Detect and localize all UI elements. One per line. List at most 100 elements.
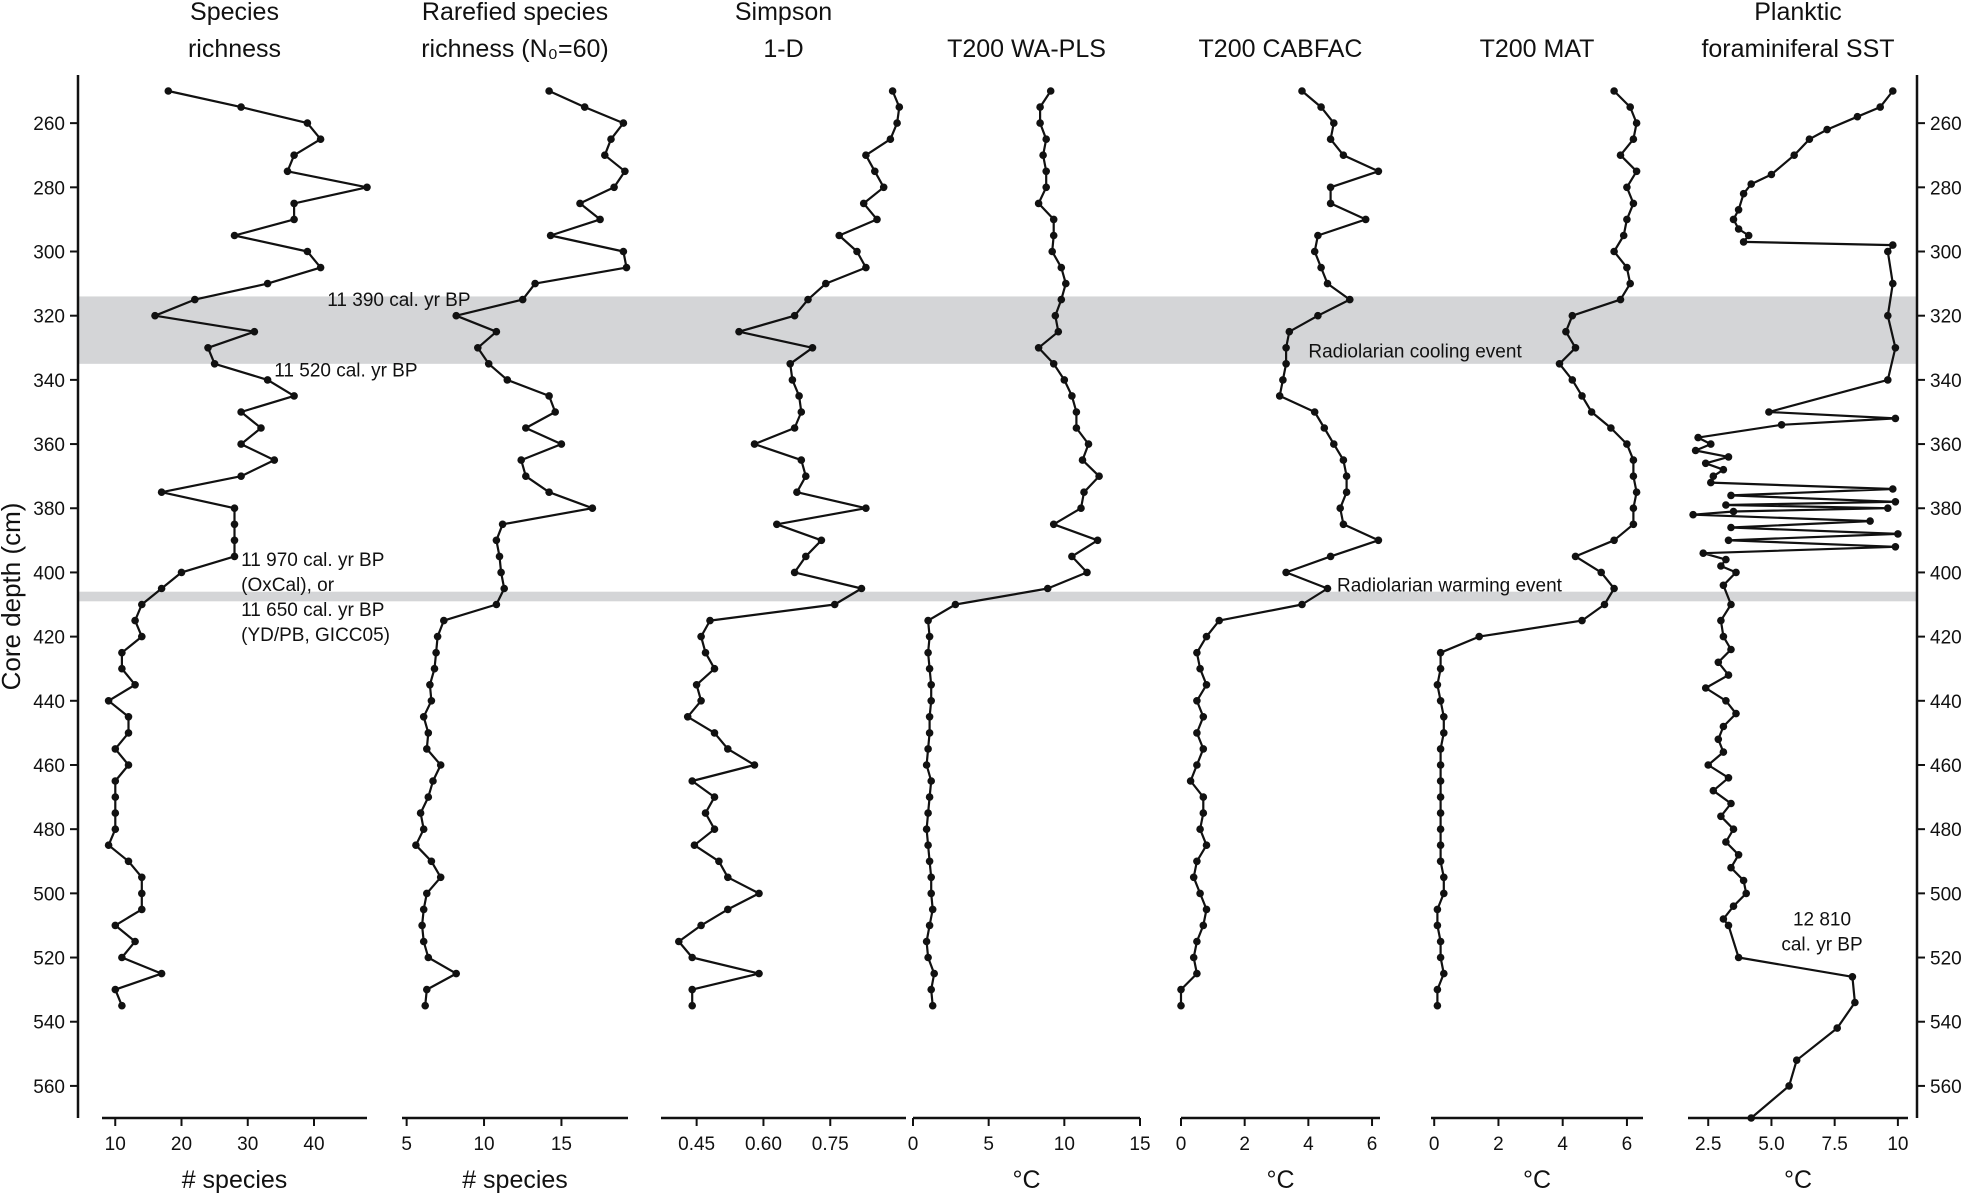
data-point [580, 103, 589, 111]
data-point [928, 905, 937, 914]
data-point [1891, 344, 1900, 352]
data-point [522, 424, 530, 432]
data-point [1729, 215, 1738, 224]
y-tick-label-right: 340 [1930, 371, 1962, 392]
data-point [436, 873, 445, 882]
data-point [1054, 327, 1063, 336]
data-point [1747, 180, 1755, 188]
series-line [107, 89, 369, 1007]
data-point [710, 825, 719, 833]
data-point [118, 648, 126, 657]
data-point [1202, 632, 1211, 641]
data-point [157, 488, 166, 497]
date-11970-label: (YD/PB, GICC05) [241, 625, 390, 646]
data-point [1048, 247, 1056, 256]
data-point [1707, 478, 1715, 487]
data-point [412, 841, 420, 849]
data-point [607, 135, 615, 143]
data-point [1623, 263, 1631, 272]
data-point [433, 632, 442, 641]
data-point [1866, 517, 1874, 525]
data-point [1436, 697, 1445, 705]
x-tick-label: 6 [1622, 1134, 1633, 1155]
data-point [1046, 87, 1055, 95]
data-point [1193, 969, 1201, 978]
data-point [1342, 472, 1351, 481]
data-point [531, 279, 539, 288]
data-point [802, 552, 810, 561]
data-point [111, 825, 120, 833]
data-point [270, 456, 279, 464]
data-point [1186, 777, 1195, 785]
data-point [1626, 103, 1634, 111]
radiolarian-cooling-band [78, 296, 1917, 364]
x-tick-label: 15 [1129, 1134, 1150, 1155]
data-point [871, 167, 879, 176]
data-point [111, 745, 120, 753]
data-point [1701, 684, 1710, 692]
data-point [1610, 536, 1618, 545]
data-point [419, 937, 428, 946]
data-point [1767, 170, 1776, 179]
data-point [1440, 873, 1448, 882]
data-point [1193, 729, 1201, 737]
date-12810-label: 12 810 [1793, 909, 1851, 930]
data-point [895, 103, 904, 111]
y-tick-label-left: 300 [33, 243, 65, 264]
x-tick-label: 40 [303, 1134, 324, 1155]
data-point [497, 568, 505, 577]
y-axis-left: 260 280 300 320 340 360 380 400 420 440 460 480 500 5… [33, 75, 80, 1118]
data-point [683, 713, 692, 721]
data-point [1346, 295, 1354, 304]
x-tick-label: 10 [473, 1134, 494, 1155]
data-point [1282, 360, 1290, 368]
data-point [1717, 616, 1725, 625]
data-point [1851, 998, 1859, 1007]
data-point [492, 600, 501, 609]
data-point [922, 761, 931, 769]
data-point [1084, 440, 1093, 448]
data-point [1833, 1024, 1841, 1032]
panel-title: T200 MAT [1480, 35, 1595, 63]
panel-title: Simpson [735, 0, 832, 26]
data-point [922, 937, 931, 946]
data-point [802, 472, 810, 481]
x-tick-label: 10 [105, 1134, 126, 1155]
data-point [1440, 969, 1448, 978]
data-point [452, 969, 461, 978]
data-point [1765, 408, 1773, 416]
x-axis-title: °C [1523, 1166, 1551, 1194]
data-point [1436, 857, 1445, 866]
data-point [545, 392, 553, 400]
panel-3: T200 WA-PLS 0 5 10 15 °C [908, 35, 1151, 1194]
data-point [786, 360, 794, 368]
data-point [124, 713, 133, 721]
data-point [1884, 247, 1892, 256]
data-point [1629, 135, 1638, 143]
data-point [588, 504, 597, 512]
date-12810-label: cal. yr BP [1781, 934, 1862, 955]
data-point [1314, 231, 1322, 240]
data-point [1701, 459, 1710, 468]
data-point [1699, 549, 1707, 557]
data-point [925, 857, 934, 866]
data-point [1042, 135, 1050, 143]
data-point [622, 263, 631, 272]
y-tick-label-right: 440 [1930, 692, 1962, 713]
data-point [773, 520, 781, 529]
data-point [1562, 327, 1570, 336]
data-point [164, 87, 173, 95]
data-point [1049, 360, 1058, 368]
x-tick-label: 20 [171, 1134, 192, 1155]
y-tick-label-right: 380 [1930, 499, 1962, 520]
data-point [1436, 664, 1445, 673]
data-point [1433, 1001, 1442, 1010]
data-point [1734, 206, 1743, 214]
data-point [927, 777, 935, 785]
panel-title: richness (N₀=60) [421, 35, 609, 63]
y-tick-label-left: 560 [33, 1077, 65, 1098]
data-point [1587, 408, 1596, 416]
data-point [237, 440, 245, 448]
data-point [1057, 263, 1066, 272]
data-point [621, 167, 629, 176]
